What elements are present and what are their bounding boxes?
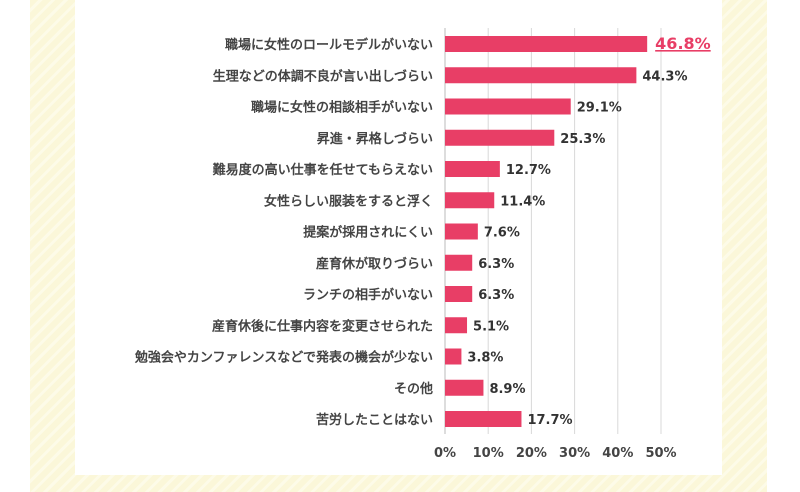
value-label: 6.3% [478, 288, 514, 303]
value-label: 8.9% [489, 382, 525, 397]
category-label: 昇進・昇格しづらい [317, 131, 433, 147]
category-label: 生理などの体調不良が言い出しづらい [213, 68, 433, 84]
x-tick-label: 0% [434, 446, 456, 461]
bar [445, 98, 571, 115]
category-label: 職場に女性のロールモデルがいない [225, 37, 433, 53]
value-label: 25.3% [560, 132, 605, 147]
value-label: 11.4% [500, 194, 545, 209]
x-tick-label: 20% [516, 446, 547, 461]
bar [445, 129, 555, 146]
value-label: 17.7% [527, 413, 572, 428]
x-tick-label: 50% [645, 446, 676, 461]
value-label: 7.6% [484, 226, 520, 241]
x-tick-label: 40% [602, 446, 633, 461]
category-label: 提案が採用されにくい [303, 225, 433, 241]
bar [445, 192, 495, 209]
bar [445, 348, 462, 365]
category-label: 苦労したことはない [316, 412, 433, 428]
category-label: 産育休が取りづらい [316, 256, 433, 272]
x-tick-label: 30% [559, 446, 590, 461]
bar [445, 379, 484, 396]
bar [445, 317, 468, 334]
bar [445, 161, 500, 177]
value-label: 44.3% [642, 69, 687, 84]
bar [445, 223, 478, 240]
value-label: 29.1% [577, 101, 622, 116]
category-label: 職場に女性の相談相手がいない [251, 100, 433, 116]
bar [445, 254, 473, 271]
value-label: 3.8% [467, 351, 503, 366]
bar [445, 67, 637, 84]
bar [445, 36, 648, 52]
bar [445, 286, 473, 302]
category-label: ランチの相手がいない [303, 287, 433, 303]
category-label: 女性らしい服装をすると浮く [264, 193, 433, 209]
category-label: 産育休後に仕事内容を変更させられた [212, 318, 433, 334]
value-label: 5.1% [473, 319, 509, 334]
value-label: 12.7% [506, 163, 551, 178]
category-label: 難易度の高い仕事を任せてもらえない [213, 162, 433, 178]
x-tick-label: 10% [473, 446, 504, 461]
value-label: 6.3% [478, 257, 514, 272]
bar [445, 411, 522, 427]
category-label: 勉強会やカンファレンスなどで発表の機会が少ない [134, 350, 433, 366]
value-label: 46.8% [655, 34, 711, 53]
category-label: その他 [394, 381, 433, 397]
